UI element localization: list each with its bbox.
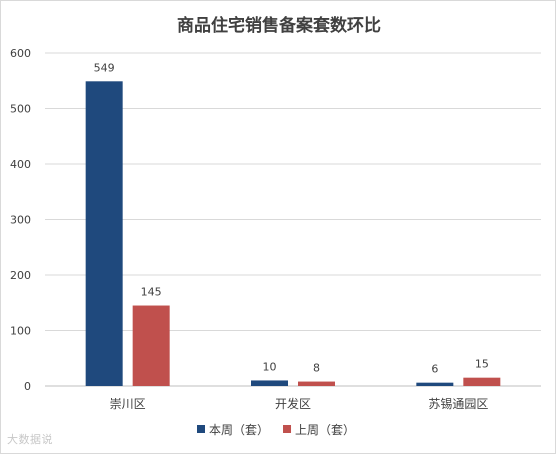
y-tick-label: 200 <box>10 269 31 282</box>
legend: 本周（套） 上周（套） <box>197 423 355 437</box>
bar <box>85 81 123 387</box>
legend-label: 上周（套） <box>295 423 355 437</box>
bars: 549 145 10 8 6 15 <box>85 61 501 387</box>
x-axis: 崇川区 开发区 苏锡通园区 <box>110 396 489 411</box>
bar <box>298 381 335 386</box>
watermark-logo: 大数据说 <box>7 433 53 446</box>
y-tick-label: 0 <box>24 380 31 393</box>
y-tick-label: 600 <box>10 47 31 60</box>
x-tick-label: 苏锡通园区 <box>428 396 488 411</box>
y-tick-label: 300 <box>10 214 31 227</box>
y-axis: 0 100 200 300 400 500 600 <box>10 47 31 393</box>
data-label: 8 <box>313 362 320 375</box>
data-label: 15 <box>475 358 489 371</box>
y-tick-label: 400 <box>10 158 31 171</box>
y-tick-label: 100 <box>10 325 31 338</box>
y-tick-label: 500 <box>10 103 31 116</box>
data-label: 6 <box>431 363 438 376</box>
bar <box>416 382 454 386</box>
bar <box>132 305 170 386</box>
legend-label: 本周（套） <box>209 423 269 437</box>
data-label: 10 <box>263 360 277 373</box>
bar <box>251 380 288 386</box>
bar <box>463 377 501 386</box>
data-label: 549 <box>94 61 115 74</box>
legend-swatch <box>197 425 205 433</box>
legend-swatch <box>283 425 292 433</box>
x-tick-label: 崇川区 <box>110 397 146 411</box>
chart-title: 商品住宅销售备案套数环比 <box>177 15 381 36</box>
gridlines <box>45 52 541 387</box>
x-tick-label: 开发区 <box>275 396 311 411</box>
data-label: 145 <box>141 286 162 299</box>
